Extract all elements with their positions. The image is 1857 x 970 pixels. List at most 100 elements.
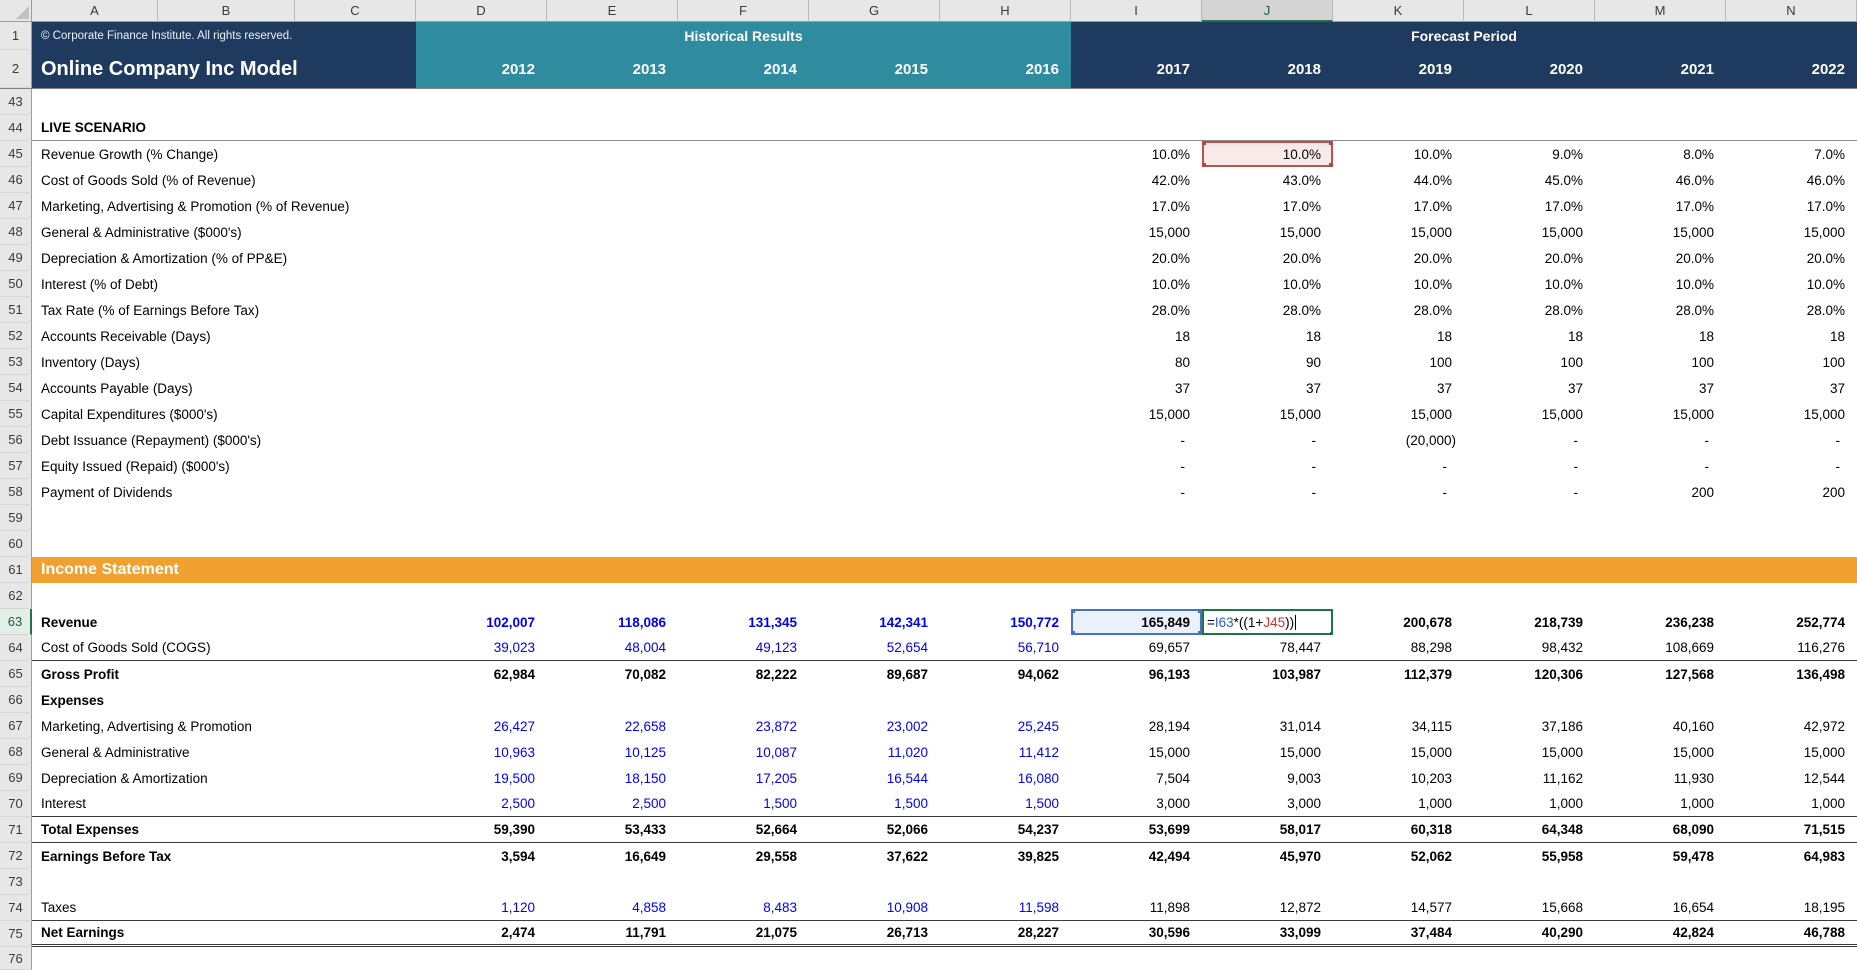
cell-L53[interactable]: 100 xyxy=(1464,349,1595,375)
cell-I58[interactable]: - xyxy=(1071,479,1202,505)
cell-L56[interactable]: - xyxy=(1464,427,1595,453)
cell-E75[interactable]: 11,791 xyxy=(547,921,678,947)
cell-K57[interactable]: - xyxy=(1333,453,1464,479)
cell-M50[interactable]: 10.0% xyxy=(1595,271,1726,297)
cell-E50[interactable] xyxy=(547,271,678,297)
row-label-70[interactable]: Interest xyxy=(32,791,416,817)
cell-F74[interactable]: 8,483 xyxy=(678,895,809,921)
cell-G74[interactable]: 10,908 xyxy=(809,895,940,921)
cell-N71[interactable]: 71,515 xyxy=(1726,817,1857,843)
row-label-67[interactable]: Marketing, Advertising & Promotion xyxy=(32,713,416,739)
cell-N63[interactable]: 252,774 xyxy=(1726,609,1857,635)
cell-D46[interactable] xyxy=(416,167,547,193)
cell-D75[interactable]: 2,474 xyxy=(416,921,547,947)
cell-E72[interactable]: 16,649 xyxy=(547,843,678,869)
cell-F47[interactable] xyxy=(678,193,809,219)
cell-D71[interactable]: 59,390 xyxy=(416,817,547,843)
cell-E46[interactable] xyxy=(547,167,678,193)
cell-F69[interactable]: 17,205 xyxy=(678,765,809,791)
cell-N65[interactable]: 136,498 xyxy=(1726,661,1857,687)
cell-M45[interactable]: 8.0% xyxy=(1595,141,1726,167)
cell-E56[interactable] xyxy=(547,427,678,453)
cell-L74[interactable]: 15,668 xyxy=(1464,895,1595,921)
cell-E53[interactable] xyxy=(547,349,678,375)
cell-N51[interactable]: 28.0% xyxy=(1726,297,1857,323)
column-header-I[interactable]: I xyxy=(1071,0,1202,22)
cell-J72[interactable]: 45,970 xyxy=(1202,843,1333,869)
cell-K51[interactable]: 28.0% xyxy=(1333,297,1464,323)
cell-E48[interactable] xyxy=(547,219,678,245)
cell-H56[interactable] xyxy=(940,427,1071,453)
row-label-46[interactable]: Cost of Goods Sold (% of Revenue) xyxy=(32,167,416,193)
cell-N55[interactable]: 15,000 xyxy=(1726,401,1857,427)
cell-D55[interactable] xyxy=(416,401,547,427)
cell-H65[interactable]: 94,062 xyxy=(940,661,1071,687)
cell-M72[interactable]: 59,478 xyxy=(1595,843,1726,869)
cell-F70[interactable]: 1,500 xyxy=(678,791,809,817)
cell-E68[interactable]: 10,125 xyxy=(547,739,678,765)
cell-E58[interactable] xyxy=(547,479,678,505)
cell-J54[interactable]: 37 xyxy=(1202,375,1333,401)
cell-K47[interactable]: 17.0% xyxy=(1333,193,1464,219)
empty-cells-62[interactable] xyxy=(32,583,1857,609)
cell-I51[interactable]: 28.0% xyxy=(1071,297,1202,323)
cell-D67[interactable]: 26,427 xyxy=(416,713,547,739)
cell-F64[interactable]: 49,123 xyxy=(678,635,809,661)
cell-J69[interactable]: 9,003 xyxy=(1202,765,1333,791)
cell-F52[interactable] xyxy=(678,323,809,349)
year-header-2021[interactable]: 2021 xyxy=(1595,50,1726,88)
cell-J50[interactable]: 10.0% xyxy=(1202,271,1333,297)
row-label-44[interactable]: LIVE SCENARIO xyxy=(32,115,416,141)
row-header-55[interactable]: 55 xyxy=(0,401,32,427)
cell-M67[interactable]: 40,160 xyxy=(1595,713,1726,739)
cell-H69[interactable]: 16,080 xyxy=(940,765,1071,791)
cell-D70[interactable]: 2,500 xyxy=(416,791,547,817)
cell-F49[interactable] xyxy=(678,245,809,271)
row-label-52[interactable]: Accounts Receivable (Days) xyxy=(32,323,416,349)
column-header-E[interactable]: E xyxy=(547,0,678,22)
year-header-2022[interactable]: 2022 xyxy=(1726,50,1857,88)
row-header-57[interactable]: 57 xyxy=(0,453,32,479)
cell-H45[interactable] xyxy=(940,141,1071,167)
row-header-67[interactable]: 67 xyxy=(0,713,32,739)
cell-D72[interactable]: 3,594 xyxy=(416,843,547,869)
cell-H53[interactable] xyxy=(940,349,1071,375)
cell-M63[interactable]: 236,238 xyxy=(1595,609,1726,635)
cell-N58[interactable]: 200 xyxy=(1726,479,1857,505)
cell-E55[interactable] xyxy=(547,401,678,427)
row-header-45[interactable]: 45 xyxy=(0,141,32,167)
column-header-F[interactable]: F xyxy=(678,0,809,22)
row-label-55[interactable]: Capital Expenditures ($000's) xyxy=(32,401,416,427)
cell-J51[interactable]: 28.0% xyxy=(1202,297,1333,323)
cell-E45[interactable] xyxy=(547,141,678,167)
cell-G55[interactable] xyxy=(809,401,940,427)
cell-M54[interactable]: 37 xyxy=(1595,375,1726,401)
row-header-2[interactable]: 2 xyxy=(0,50,32,88)
cell-J58[interactable]: - xyxy=(1202,479,1333,505)
row-header-64[interactable]: 64 xyxy=(0,635,32,661)
row-label-63[interactable]: Revenue xyxy=(32,609,416,635)
empty-cells-44[interactable] xyxy=(416,115,1857,141)
cell-F46[interactable] xyxy=(678,167,809,193)
cell-G46[interactable] xyxy=(809,167,940,193)
cell-K52[interactable]: 18 xyxy=(1333,323,1464,349)
cell-M57[interactable]: - xyxy=(1595,453,1726,479)
cell-D69[interactable]: 19,500 xyxy=(416,765,547,791)
year-header-2016[interactable]: 2016 xyxy=(940,50,1071,88)
cell-E74[interactable]: 4,858 xyxy=(547,895,678,921)
cell-H75[interactable]: 28,227 xyxy=(940,921,1071,947)
empty-cells-59[interactable] xyxy=(32,505,1857,531)
cell-L64[interactable]: 98,432 xyxy=(1464,635,1595,661)
cell-K45[interactable]: 10.0% xyxy=(1333,141,1464,167)
row-header-51[interactable]: 51 xyxy=(0,297,32,323)
cell-M75[interactable]: 42,824 xyxy=(1595,921,1726,947)
cell-M53[interactable]: 100 xyxy=(1595,349,1726,375)
row-header-47[interactable]: 47 xyxy=(0,193,32,219)
cell-I48[interactable]: 15,000 xyxy=(1071,219,1202,245)
cell-G75[interactable]: 26,713 xyxy=(809,921,940,947)
row-header-62[interactable]: 62 xyxy=(0,583,32,609)
row-header-63[interactable]: 63 xyxy=(0,609,32,635)
cell-J70[interactable]: 3,000 xyxy=(1202,791,1333,817)
cell-N48[interactable]: 15,000 xyxy=(1726,219,1857,245)
cell-H57[interactable] xyxy=(940,453,1071,479)
